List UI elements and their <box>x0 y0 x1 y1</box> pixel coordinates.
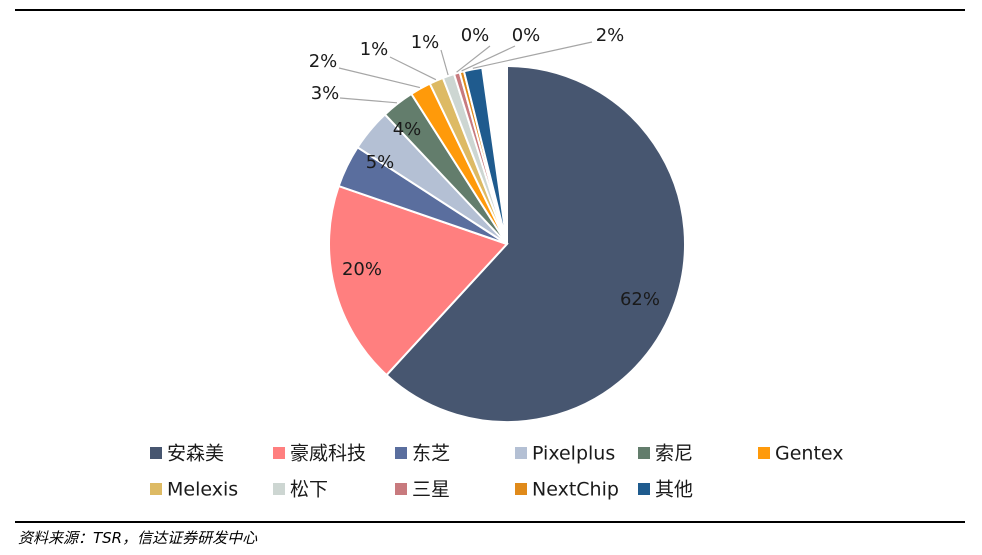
legend-label-7: Melexis <box>167 479 238 501</box>
legend-label-2: 豪威科技 <box>290 443 366 465</box>
data-label-6: 2% <box>309 51 338 72</box>
legend-swatch-11 <box>638 483 650 495</box>
leader-line-7 <box>389 56 437 81</box>
bottom-rule <box>15 521 965 523</box>
pie-slices <box>328 64 686 423</box>
data-label-5: 3% <box>311 83 340 104</box>
top-rule <box>15 9 965 11</box>
data-label-8: 1% <box>411 32 440 53</box>
data-label-3: 5% <box>366 152 395 173</box>
legend-label-3: 东芝 <box>412 443 450 465</box>
data-label-11: 2% <box>596 25 625 46</box>
leader-line-11 <box>472 41 593 69</box>
leader-line-5 <box>339 97 398 104</box>
legend-label-10: NextChip <box>532 479 619 501</box>
legend-swatch-8 <box>273 483 285 495</box>
pie-slice-2 <box>328 184 509 377</box>
legend-label-4: Pixelplus <box>532 443 615 465</box>
legend-label-9: 三星 <box>412 479 450 501</box>
source-note: 资料来源：TSR，信达证券研发中心 <box>18 529 258 547</box>
leader-line-9 <box>456 45 491 73</box>
data-label-1: 62% <box>620 289 660 310</box>
leader-line-8 <box>440 49 449 76</box>
legend-label-6: Gentex <box>775 443 844 465</box>
legend-swatch-4 <box>515 447 527 459</box>
legend-swatch-9 <box>395 483 407 495</box>
pie-slice-11 <box>462 66 508 245</box>
data-label-4: 4% <box>393 119 422 140</box>
pie-slice-1 <box>385 64 686 423</box>
legend-swatch-6 <box>758 447 770 459</box>
data-label-10: 0% <box>512 25 541 46</box>
pie-chart: 62% 20% 5% 4% 3% 2% 1% 1% 0% 0% 2% 安森美 豪威科技 东芝 Pixelp… <box>150 25 844 501</box>
legend-swatch-1 <box>150 447 162 459</box>
legend-swatch-3 <box>395 447 407 459</box>
legend-swatch-10 <box>515 483 527 495</box>
legend-swatch-5 <box>638 447 650 459</box>
legend-swatch-2 <box>273 447 285 459</box>
leader-lines <box>338 41 593 104</box>
legend-label-11: 其他 <box>655 479 693 501</box>
leader-line-10 <box>461 45 516 72</box>
data-label-7: 1% <box>360 39 389 60</box>
leader-line-6 <box>338 67 421 89</box>
data-label-9: 0% <box>461 25 490 46</box>
legend: 安森美 豪威科技 东芝 Pixelplus 索尼 Gentex Melexis 松下 三星 Nex… <box>150 443 844 501</box>
legend-label-8: 松下 <box>290 479 328 501</box>
legend-label-5: 索尼 <box>655 443 693 465</box>
legend-swatch-7 <box>150 483 162 495</box>
legend-label-1: 安森美 <box>167 443 224 465</box>
data-labels: 62% 20% 5% 4% 3% 2% 1% 1% 0% 0% 2% <box>309 25 660 310</box>
data-label-2: 20% <box>342 259 382 280</box>
